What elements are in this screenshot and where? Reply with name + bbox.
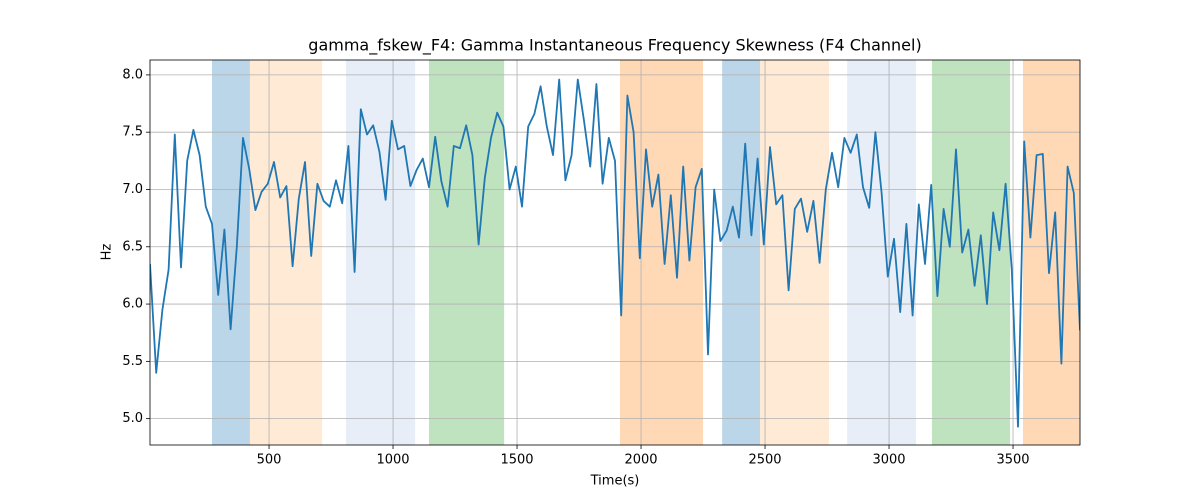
shaded-span	[847, 60, 917, 445]
x-tick-label: 2000	[624, 453, 657, 468]
shaded-span	[212, 60, 250, 445]
plot-frame	[149, 59, 1081, 446]
y-tick-label: 6.0	[122, 297, 143, 312]
x-tick-label: 3000	[872, 453, 905, 468]
y-tick-label: 7.0	[122, 182, 143, 197]
x-axis-label: Time(s)	[590, 474, 640, 489]
shaded-span	[345, 60, 416, 445]
spans	[212, 60, 1080, 445]
shaded-span	[429, 60, 505, 445]
y-tick-label: 5.0	[122, 411, 143, 426]
shaded-span	[722, 60, 761, 445]
data-line	[150, 78, 1080, 428]
shaded-span	[760, 60, 830, 445]
chart-title: gamma_fskew_F4: Gamma Instantaneous Freq…	[308, 36, 921, 56]
y-tick-label: 6.5	[122, 239, 143, 254]
x-tick-label: 1500	[500, 453, 533, 468]
y-tick-label: 7.5	[122, 125, 143, 140]
grid	[150, 60, 1080, 445]
x-tick-label: 3500	[996, 453, 1029, 468]
y-tick-label: 5.5	[122, 354, 143, 369]
lines	[150, 78, 1080, 428]
y-tick-label: 8.0	[122, 67, 143, 82]
x-tick-label: 500	[257, 453, 282, 468]
x-tick-label: 1000	[376, 453, 409, 468]
x-tick-label: 2500	[748, 453, 781, 468]
y-axis-label: Hz	[100, 244, 115, 261]
